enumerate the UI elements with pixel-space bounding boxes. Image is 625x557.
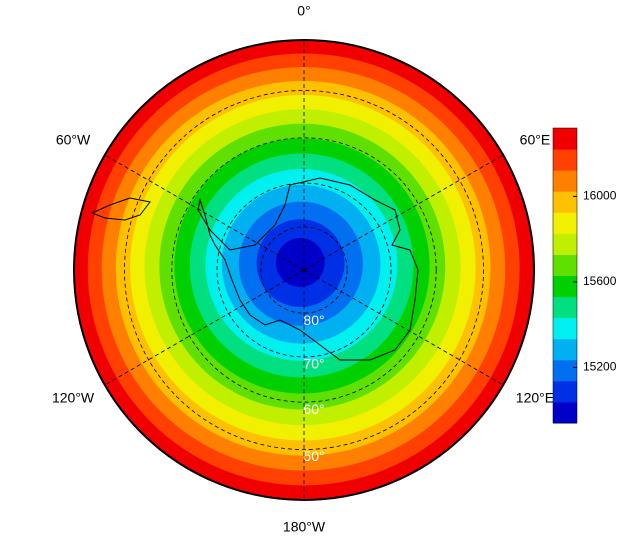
colorbar-band: [553, 296, 577, 319]
field: [74, 40, 534, 500]
meridian-line: [104, 269, 305, 386]
colorbar-band: [553, 233, 577, 255]
colorbar-band: [553, 128, 577, 150]
colorbar-band: [553, 338, 577, 361]
colorbar-band: [553, 275, 577, 298]
colorbar-band: [553, 401, 577, 424]
latitude-label: 80°: [303, 312, 324, 328]
colorbar-band: [553, 149, 577, 171]
colorbar-tick-label: 15600: [583, 274, 617, 288]
graticule: 80° 70° 60° 50° 0° 60°E 120°E 180°W 120°W 60°W: [52, 3, 554, 535]
colorbar-frame: [552, 127, 578, 424]
coastline: [90, 177, 419, 361]
latitude-label: 50°: [303, 448, 324, 464]
longitude-label: 60°E: [520, 132, 551, 148]
meridian-line: [303, 269, 504, 386]
longitude-label: 0°: [297, 3, 310, 19]
colorbar-band: [553, 191, 577, 213]
longitude-label: 180°W: [283, 519, 326, 535]
latitude-line: [171, 137, 437, 403]
colorbar-band: [553, 317, 577, 340]
longitude-label: 60°W: [56, 132, 91, 148]
colorbar-tick-label: 16000: [583, 189, 617, 203]
map-border: [73, 39, 535, 501]
colorbar-tick-label: 15200: [583, 360, 617, 374]
colorbar-band: [553, 212, 577, 234]
colorbar-band: [553, 170, 577, 192]
colorbar-band: [553, 380, 577, 403]
latitude-line: [124, 90, 484, 450]
longitude-label: 120°E: [516, 390, 554, 406]
colorbar-band: [553, 359, 577, 382]
meridian-line: [303, 154, 504, 271]
colorbar-band: [553, 254, 577, 276]
latitude-label: 70°: [303, 356, 324, 372]
longitude-label: 120°W: [52, 390, 95, 406]
latitude-label: 60°: [303, 401, 324, 417]
colorbar: 15200 15600 16000: [552, 127, 617, 424]
